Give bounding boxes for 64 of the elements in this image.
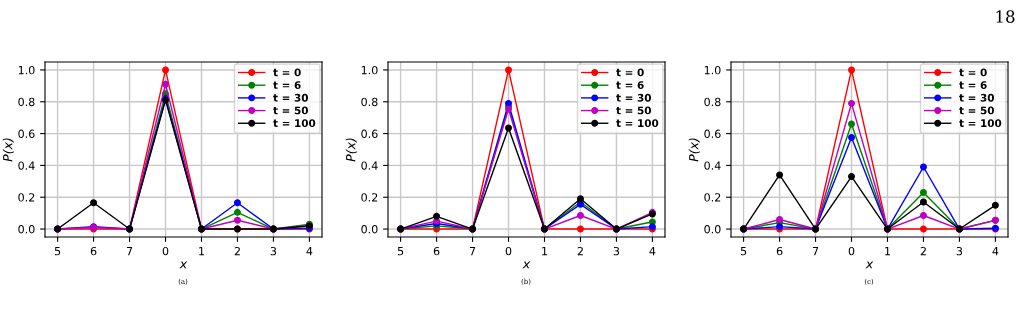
- legend-label: t = 100: [616, 119, 659, 128]
- legend-label: t = 0: [616, 68, 644, 77]
- x-tick-label: 6: [776, 246, 783, 256]
- x-tick-label: 3: [270, 246, 277, 256]
- y-tick-label: 0.2: [361, 193, 378, 202]
- x-tick-label: 6: [433, 246, 440, 256]
- legend-label: t = 6: [959, 81, 987, 89]
- y-tick-label: 0.6: [18, 129, 35, 138]
- x-tick-label: 0: [162, 246, 169, 256]
- y-tick-label: 0.4: [704, 161, 721, 170]
- x-tick-label: 1: [199, 247, 204, 256]
- y-tick-label: 0.0: [361, 225, 378, 234]
- y-tick-label: 0.0: [18, 225, 35, 234]
- x-tick-label: 1: [542, 247, 547, 256]
- legend-label: t = 0: [959, 68, 987, 77]
- x-tick-label: 7: [469, 247, 476, 256]
- x-axis-title: x: [865, 261, 874, 269]
- y-tick-label: 0.8: [361, 97, 378, 107]
- legend-label: t = 50: [959, 106, 994, 115]
- legend-label: t = 50: [273, 106, 308, 115]
- x-tick-label: 5: [397, 247, 404, 256]
- x-tick-label: 6: [90, 246, 97, 256]
- x-tick-label: 0: [505, 246, 512, 256]
- y-tick-label: 0.8: [704, 97, 721, 107]
- y-tick-label: 0.2: [704, 193, 721, 202]
- y-axis-title: P(x): [2, 138, 14, 162]
- legend-label: t = 30: [616, 93, 651, 102]
- y-tick-label: 1.0: [361, 65, 378, 75]
- y-tick-label: 0.6: [704, 129, 721, 138]
- x-tick-label: 4: [306, 247, 313, 256]
- x-axis-title: x: [179, 261, 188, 269]
- x-tick-label: 2: [234, 246, 240, 256]
- legend-label: t = 6: [273, 81, 301, 89]
- x-tick-label: 3: [956, 246, 963, 256]
- y-tick-label: 0.8: [18, 97, 35, 107]
- x-axis-title: x: [522, 261, 531, 269]
- x-tick-label: 5: [740, 247, 747, 256]
- x-tick-label: 4: [992, 247, 999, 256]
- x-tick-label: 2: [577, 246, 583, 256]
- x-tick-label: 3: [613, 246, 620, 256]
- y-tick-label: 0.4: [18, 161, 35, 170]
- y-tick-label: 1.0: [18, 65, 35, 75]
- x-tick-label: 5: [54, 247, 61, 256]
- text: 18: [996, 10, 1015, 23]
- x-tick-label: 7: [126, 247, 133, 256]
- y-axis-title: P(x): [345, 138, 357, 162]
- legend-label: t = 100: [273, 119, 316, 128]
- legend-label: t = 0: [273, 68, 301, 77]
- y-tick-label: 0.2: [18, 193, 35, 202]
- y-tick-label: 0.4: [361, 161, 378, 170]
- legend-label: t = 30: [959, 93, 994, 102]
- legend-label: t = 50: [616, 106, 651, 115]
- x-tick-label: 4: [649, 247, 656, 256]
- x-tick-label: 1: [885, 247, 890, 256]
- y-tick-label: 0.0: [704, 225, 721, 234]
- y-axis-title: P(x): [688, 138, 700, 162]
- y-tick-label: 1.0: [704, 65, 721, 75]
- y-tick-label: 0.6: [361, 129, 378, 138]
- x-tick-label: 0: [848, 246, 855, 256]
- legend-label: t = 6: [616, 81, 644, 89]
- x-tick-label: 7: [812, 247, 819, 256]
- legend-label: t = 100: [959, 119, 1002, 128]
- legend-label: t = 30: [273, 93, 308, 102]
- x-tick-label: 2: [920, 246, 926, 256]
